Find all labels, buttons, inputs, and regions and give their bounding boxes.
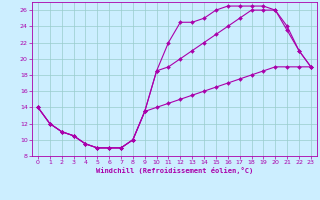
X-axis label: Windchill (Refroidissement éolien,°C): Windchill (Refroidissement éolien,°C): [96, 167, 253, 174]
